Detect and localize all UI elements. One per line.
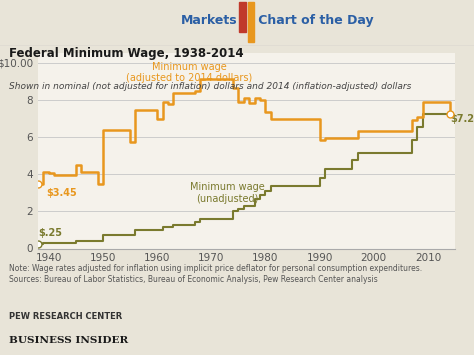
Text: Markets: Markets bbox=[181, 14, 237, 27]
Text: PEW RESEARCH CENTER: PEW RESEARCH CENTER bbox=[9, 312, 123, 321]
Bar bbox=[248, 2, 254, 42]
Text: Note: Wage rates adjusted for inflation using implicit price deflator for person: Note: Wage rates adjusted for inflation … bbox=[9, 264, 423, 284]
Text: $.25: $.25 bbox=[38, 228, 62, 239]
Text: Minimum wage
(adjusted to 2014 dollars): Minimum wage (adjusted to 2014 dollars) bbox=[127, 61, 253, 83]
Text: Federal Minimum Wage, 1938-2014: Federal Minimum Wage, 1938-2014 bbox=[9, 47, 244, 60]
Text: $7.25: $7.25 bbox=[451, 114, 474, 124]
Text: Minimum wage
(unadjusted): Minimum wage (unadjusted) bbox=[190, 182, 265, 204]
Text: BUSINESS INSIDER: BUSINESS INSIDER bbox=[9, 336, 129, 345]
Bar bbox=[239, 2, 246, 32]
Text: Chart of the Day: Chart of the Day bbox=[237, 14, 374, 27]
Text: $3.45: $3.45 bbox=[46, 187, 77, 197]
Text: Shown in nominal (not adjusted for inflation) dollars and 2014 (inflation-adjust: Shown in nominal (not adjusted for infla… bbox=[9, 82, 412, 91]
